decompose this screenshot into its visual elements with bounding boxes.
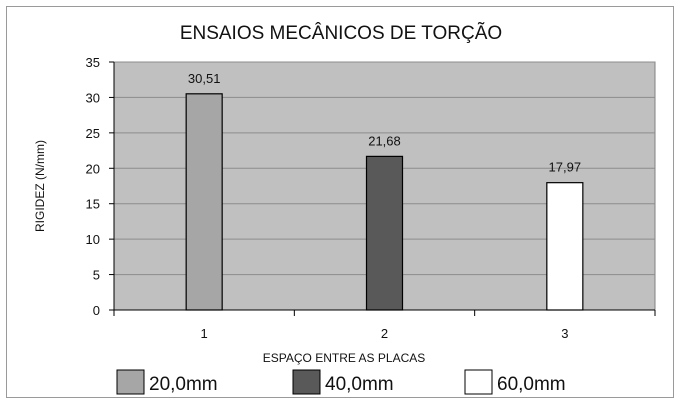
y-tick-label: 0 [93, 303, 100, 318]
bar-20,0mm [185, 93, 223, 311]
y-tick-label: 10 [86, 232, 100, 247]
y-axis-ticks: 0 5 10 15 20 25 30 35 [86, 55, 114, 318]
bar-40,0mm [365, 155, 404, 311]
legend: 20,0mm 40,0mm 60,0mm [116, 369, 566, 395]
x-axis-label: ESPAÇO ENTRE AS PLACAS [263, 351, 426, 365]
data-label: 30,51 [188, 71, 221, 86]
legend-label: 20,0mm [149, 374, 218, 395]
bars [185, 93, 584, 311]
y-tick-label: 15 [86, 197, 100, 212]
legend-swatch [464, 369, 493, 395]
y-tick-label: 25 [86, 126, 100, 141]
y-tick-label: 5 [93, 268, 100, 283]
data-label: 21,68 [368, 133, 401, 148]
x-tick-label: 1 [201, 326, 208, 341]
bar-chart: ENSAIOS MECÂNICOS DE TORÇÃO 051015202530… [33, 22, 656, 395]
y-tick-label: 20 [86, 161, 100, 176]
data-labels: 30,51 21,68 17,97 [188, 71, 581, 175]
x-axis-ticks: 1 2 3 [113, 310, 656, 341]
legend-label: 40,0mm [325, 374, 394, 395]
chart-frame: ENSAIOS MECÂNICOS DE TORÇÃO 0 5 10 15 20 25 30… [6, 6, 674, 398]
legend-swatch [292, 369, 321, 395]
chart-title: ENSAIOS MECÂNICOS DE TORÇÃO [180, 22, 502, 44]
x-tick-label: 2 [381, 326, 388, 341]
data-label: 17,97 [549, 160, 582, 175]
legend-swatch [116, 369, 145, 395]
x-tick-label: 3 [561, 326, 568, 341]
bar-60,0mm [546, 182, 584, 311]
y-axis-label: RIGIDEZ (N/mm) [33, 140, 47, 232]
y-tick-label: 35 [86, 55, 100, 70]
legend-label: 60,0mm [497, 374, 566, 395]
y-tick-label: 30 [86, 90, 100, 105]
